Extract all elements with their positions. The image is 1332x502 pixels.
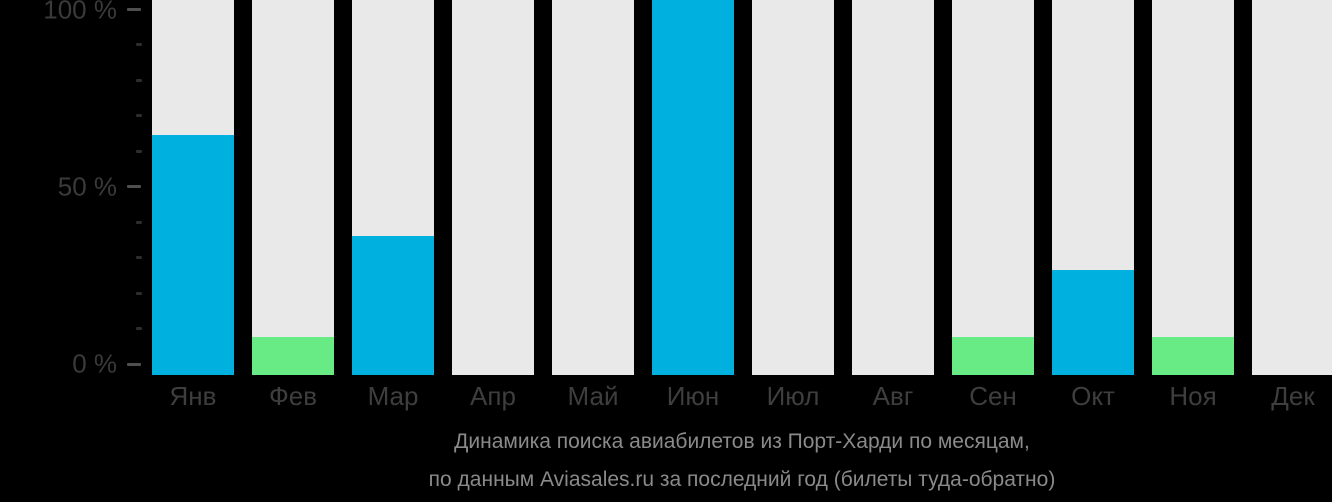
bar-track [952, 0, 1034, 375]
x-axis-label-Мар: Мар [367, 381, 419, 411]
y-axis-minor-tick [136, 327, 142, 331]
chart-title: Динамика поиска авиабилетов из Порт-Хард… [454, 430, 1030, 453]
bar-track [1152, 0, 1234, 375]
y-axis-minor-tick [136, 220, 142, 224]
x-axis-label-Фев: Фев [268, 381, 318, 411]
bar-track [452, 0, 534, 375]
x-axis-label-Июн: Июн [666, 381, 720, 411]
x-axis-label-Июл: Июл [766, 381, 820, 411]
y-axis-minor-tick [136, 291, 142, 295]
x-axis-label-Авг: Авг [872, 381, 914, 411]
bar-track [552, 0, 634, 375]
y-axis-major-tick [127, 8, 141, 11]
y-axis-tick-label: 50 % [57, 171, 117, 202]
x-axis-label-Окт: Окт [1071, 381, 1115, 411]
x-axis-label-Ноя: Ноя [1169, 381, 1217, 411]
bar-track [752, 0, 834, 375]
y-axis-tick-label: 0 % [72, 348, 117, 379]
bar-Янв [152, 135, 234, 375]
x-axis-label-Май: Май [567, 381, 619, 411]
y-axis-minor-tick [136, 114, 142, 118]
y-axis-minor-tick [136, 78, 142, 82]
bar-Июн [652, 0, 734, 375]
bar-track [1252, 0, 1332, 375]
x-axis-label-Янв: Янв [169, 381, 217, 411]
x-axis-label-Дек: Дек [1271, 381, 1315, 411]
y-axis-major-tick [127, 362, 141, 366]
x-axis-label-Апр: Апр [470, 381, 516, 411]
bar-Фев [252, 337, 334, 375]
y-axis-minor-tick [136, 43, 142, 47]
bar-Сен [952, 337, 1034, 375]
bar-Мар [352, 236, 434, 375]
y-axis-major-tick [127, 185, 141, 189]
y-axis-tick-label: 100 % [43, 0, 117, 24]
chart-subtitle: по данным Aviasales.ru за последний год … [428, 468, 1056, 491]
bar-Окт [1052, 270, 1134, 375]
bar-track [252, 0, 334, 375]
y-axis-minor-tick [136, 149, 142, 153]
x-axis-label-Сен: Сен [969, 381, 1017, 411]
y-axis-minor-tick [136, 256, 142, 260]
bar-Ноя [1152, 337, 1234, 375]
bar-track [852, 0, 934, 375]
